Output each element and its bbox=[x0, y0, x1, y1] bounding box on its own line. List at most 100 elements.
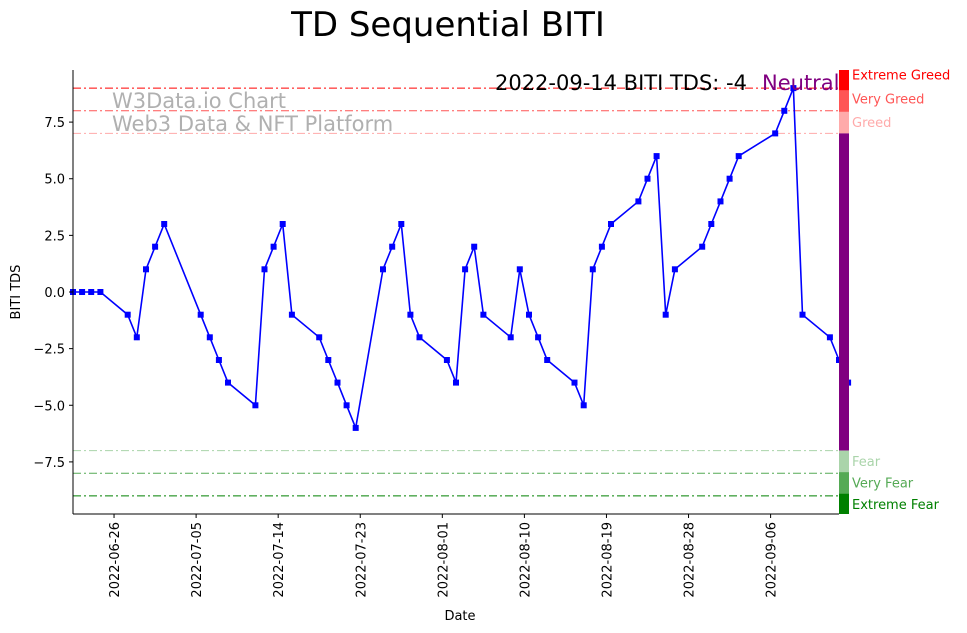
x-tick-label: 2022-07-05 bbox=[190, 522, 205, 598]
data-point bbox=[526, 311, 532, 318]
data-point bbox=[143, 266, 149, 273]
x-tick-label: 2022-09-06 bbox=[765, 522, 780, 598]
y-tick-label: −7.5 bbox=[33, 456, 65, 471]
y-tick-label: −5.0 bbox=[33, 399, 65, 414]
y-tick-label: 7.5 bbox=[44, 116, 65, 131]
data-point bbox=[480, 311, 487, 318]
x-tick-label: 2022-08-10 bbox=[518, 522, 533, 598]
y-tick-label: 0.0 bbox=[44, 286, 65, 301]
data-point bbox=[343, 402, 350, 409]
band-segment bbox=[839, 133, 849, 451]
data-point bbox=[699, 243, 706, 250]
band-segment bbox=[839, 111, 849, 134]
x-tick-label: 2022-08-01 bbox=[436, 522, 451, 598]
data-point bbox=[416, 334, 423, 341]
series-line bbox=[73, 87, 849, 431]
data-point bbox=[671, 266, 678, 273]
series-layer bbox=[70, 85, 852, 431]
data-point bbox=[772, 130, 779, 137]
data-point bbox=[790, 85, 797, 92]
threshold-lines bbox=[73, 87, 839, 497]
x-tick-label: 2022-07-14 bbox=[272, 522, 287, 598]
data-point bbox=[453, 379, 459, 386]
x-tick-label: 2022-08-28 bbox=[683, 522, 698, 598]
status-label: Neutral bbox=[762, 71, 840, 95]
sentiment-band bbox=[839, 70, 849, 514]
band-label: Very Greed bbox=[852, 92, 924, 107]
data-point bbox=[726, 175, 733, 182]
band-segment bbox=[839, 450, 849, 473]
band-label: Fear bbox=[852, 455, 881, 470]
band-segment bbox=[839, 472, 849, 494]
data-point bbox=[717, 198, 724, 205]
data-point bbox=[279, 221, 286, 227]
chart-title: TD Sequential BITI bbox=[290, 5, 605, 45]
data-point bbox=[653, 153, 660, 160]
data-point bbox=[398, 221, 405, 227]
watermark-line-2: Web3 Data & NFT Platform bbox=[112, 112, 393, 136]
data-point bbox=[97, 289, 104, 295]
y-tick-label: −2.5 bbox=[33, 343, 65, 358]
data-point bbox=[826, 334, 833, 341]
x-tick-label: 2022-07-23 bbox=[354, 522, 369, 598]
status-text: 2022-09-14 BITI TDS: -4 bbox=[495, 71, 747, 95]
data-point bbox=[389, 243, 396, 250]
data-point bbox=[316, 334, 323, 341]
data-point bbox=[443, 357, 450, 363]
band-segment bbox=[839, 70, 849, 91]
data-point bbox=[206, 334, 213, 341]
watermark: W3Data.io Chart Web3 Data & NFT Platform bbox=[112, 89, 393, 136]
x-axis-label: Date bbox=[444, 609, 475, 624]
data-point bbox=[380, 266, 386, 273]
y-ticks: −7.5 −5.0 −2.5 0.0 2.5 5.0 7.5 bbox=[33, 116, 73, 471]
band-label: Greed bbox=[852, 116, 891, 131]
data-point bbox=[88, 289, 95, 295]
data-point bbox=[261, 266, 268, 273]
data-point bbox=[507, 334, 514, 341]
data-point bbox=[580, 402, 587, 409]
axes bbox=[72, 70, 839, 515]
sentiment-labels: Extreme Greed Very Greed Greed Fear Very Fea… bbox=[852, 69, 950, 513]
data-point bbox=[589, 266, 596, 273]
data-point bbox=[270, 243, 277, 250]
y-axis-label: BITI TDS bbox=[9, 265, 24, 320]
x-tick-label: 2022-08-19 bbox=[601, 522, 616, 598]
x-tick-label: 2022-06-26 bbox=[108, 522, 123, 598]
data-point bbox=[516, 266, 523, 273]
data-point bbox=[124, 311, 131, 318]
y-tick-label: 5.0 bbox=[44, 173, 65, 188]
data-point bbox=[571, 379, 578, 386]
y-tick-label: 2.5 bbox=[44, 229, 65, 244]
data-point bbox=[197, 311, 204, 318]
data-point bbox=[215, 357, 222, 363]
data-point bbox=[161, 221, 168, 227]
data-point bbox=[535, 334, 542, 341]
x-ticks: 2022-06-26 2022-07-05 2022-07-14 2022-07-23… bbox=[108, 514, 780, 598]
data-point bbox=[133, 334, 140, 341]
data-point bbox=[644, 175, 651, 182]
data-point bbox=[334, 379, 341, 386]
band-segment bbox=[839, 90, 849, 112]
band-label: Very Fear bbox=[852, 476, 914, 491]
data-point bbox=[252, 402, 259, 409]
data-point bbox=[662, 311, 669, 318]
data-point bbox=[225, 379, 231, 386]
data-point bbox=[708, 221, 715, 227]
data-point bbox=[471, 243, 478, 250]
data-point bbox=[462, 266, 469, 273]
data-point bbox=[544, 357, 551, 363]
data-point bbox=[781, 107, 788, 114]
data-point bbox=[152, 243, 159, 250]
watermark-line-1: W3Data.io Chart bbox=[112, 89, 286, 113]
data-point bbox=[79, 289, 86, 295]
data-point bbox=[735, 153, 742, 160]
data-point bbox=[598, 243, 605, 250]
data-point bbox=[407, 311, 414, 318]
data-point bbox=[325, 357, 332, 363]
data-point bbox=[608, 221, 614, 227]
data-point bbox=[635, 198, 642, 205]
band-segment bbox=[839, 493, 849, 514]
band-label: Extreme Fear bbox=[852, 498, 940, 513]
data-point bbox=[799, 311, 806, 318]
